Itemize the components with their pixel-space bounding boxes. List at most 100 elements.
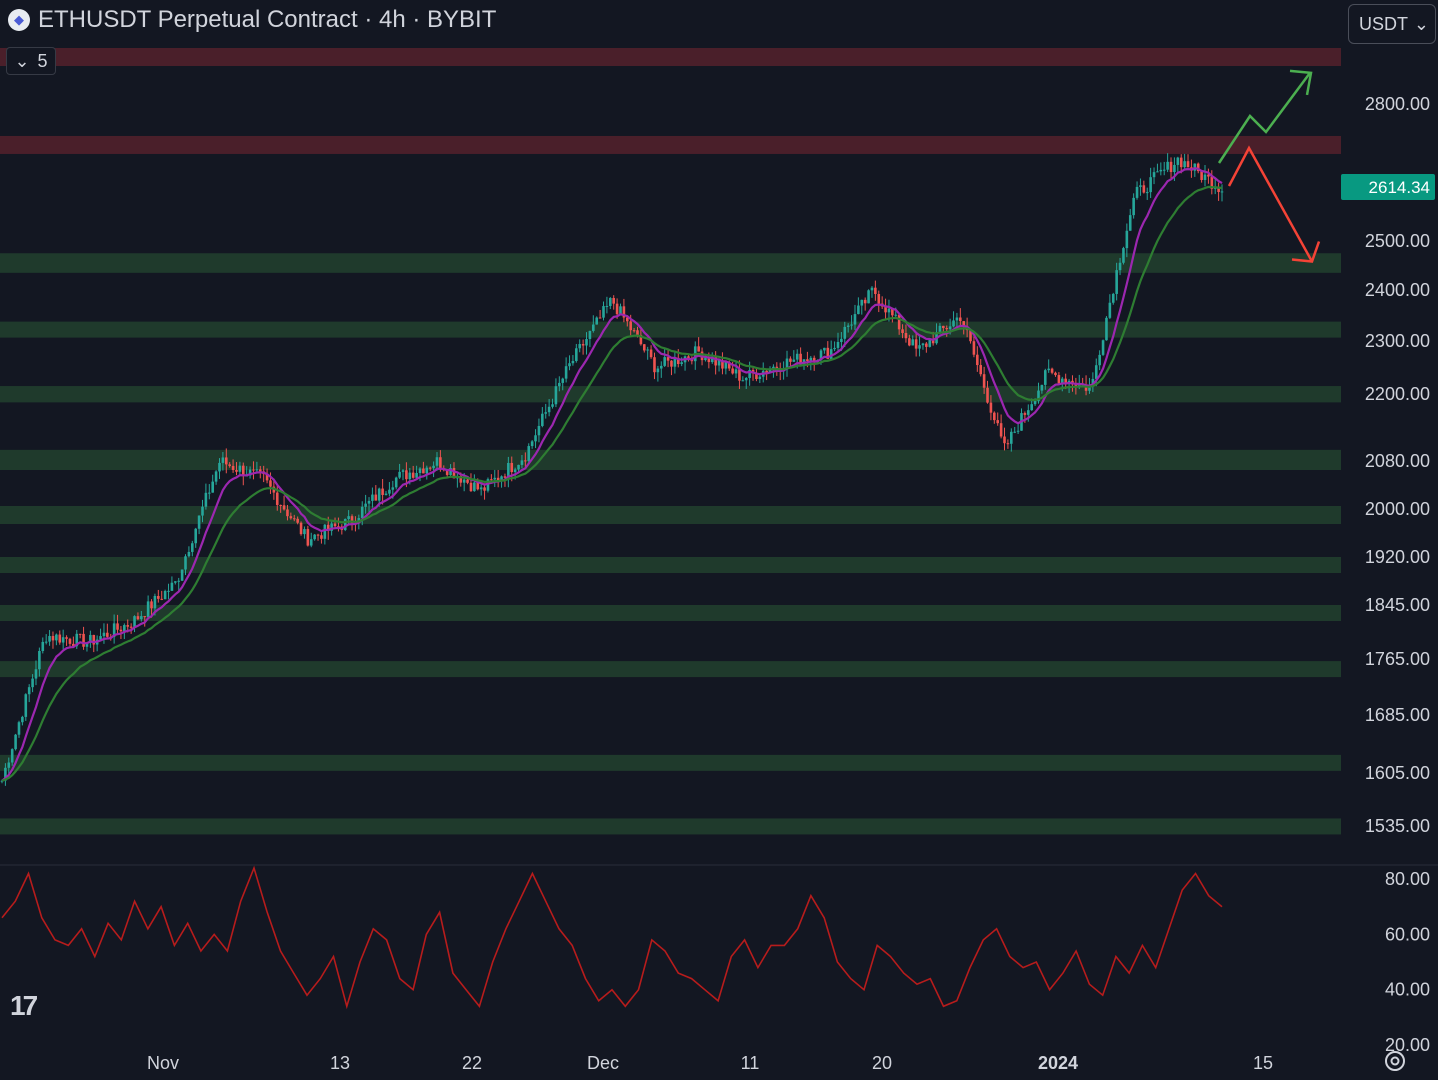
- candles-layer: [0, 153, 1224, 786]
- candle-body: [789, 358, 792, 362]
- candle-body: [367, 500, 371, 504]
- candle-body: [836, 341, 840, 348]
- candle-body: [44, 641, 48, 643]
- candle-body: [116, 623, 119, 630]
- candle-body: [612, 297, 615, 304]
- candle-body: [1105, 317, 1108, 341]
- time-axis[interactable]: Nov 13 22 Dec 11 20 2024 15: [147, 1053, 1273, 1073]
- candle-body: [1210, 176, 1214, 189]
- candle-body: [795, 353, 799, 360]
- candle-body: [857, 305, 860, 315]
- candle-body: [428, 467, 432, 469]
- candle-body: [1060, 378, 1064, 384]
- gear-icon[interactable]: [1382, 1048, 1408, 1074]
- candle-body: [945, 328, 949, 330]
- price-tick-label: 1535.00: [1365, 816, 1430, 836]
- candle-body: [744, 377, 748, 381]
- candle-body: [959, 317, 962, 322]
- candle-body: [306, 529, 310, 546]
- indicator-collapse-button[interactable]: ⌄ 5: [6, 47, 56, 75]
- chart-header: ◆ ETHUSDT Perpetual Contract · 4h · BYBI…: [8, 6, 496, 34]
- candle-body: [333, 523, 337, 527]
- candle-body: [507, 462, 510, 478]
- candle-body: [330, 523, 333, 531]
- time-tick-label: 2024: [1038, 1053, 1078, 1073]
- candle-body: [819, 350, 823, 360]
- candle-body: [1054, 372, 1057, 376]
- candle-body: [840, 338, 843, 342]
- candle-body: [534, 435, 537, 442]
- time-tick-label: 13: [330, 1053, 350, 1073]
- candle-body: [422, 468, 425, 474]
- currency-unit-select[interactable]: USDT ⌄: [1348, 4, 1436, 44]
- candle-body: [1173, 164, 1176, 173]
- support-zone: [0, 386, 1341, 403]
- candle-body: [1057, 375, 1061, 384]
- candle-body: [710, 357, 714, 363]
- candle-body: [1064, 378, 1067, 385]
- candle-body: [252, 469, 255, 471]
- candle-body: [204, 492, 208, 507]
- candle-body: [180, 569, 184, 581]
- candle-body: [201, 506, 204, 516]
- price-axis[interactable]: 2800.00 2500.00 2400.00 2300.00 2200.00 2080.…: [1365, 94, 1430, 836]
- candle-body: [568, 363, 571, 367]
- candle-body: [1006, 443, 1010, 445]
- candle-body: [629, 321, 632, 331]
- candle-body: [1101, 340, 1105, 355]
- candle-body: [741, 380, 745, 382]
- candle-body: [483, 487, 486, 491]
- candle-body: [82, 633, 85, 647]
- candle-body: [160, 598, 164, 600]
- candle-body: [785, 358, 789, 370]
- candle-body: [75, 633, 79, 647]
- candle-body: [445, 470, 449, 475]
- candle-body: [197, 515, 201, 529]
- candle-body: [544, 412, 548, 414]
- candle-body: [666, 357, 670, 361]
- candle-body: [942, 325, 945, 329]
- candle-body: [891, 308, 894, 316]
- candle-body: [61, 637, 65, 643]
- candle-body: [588, 330, 592, 340]
- candle-body: [547, 406, 551, 413]
- price-tick-label: 2200.00: [1365, 384, 1430, 404]
- candle-body: [799, 353, 802, 365]
- candle-body: [659, 365, 663, 369]
- candle-body: [524, 460, 527, 462]
- candle-body: [904, 333, 908, 339]
- candle-body: [191, 543, 194, 552]
- price-tick-label: 1845.00: [1365, 595, 1430, 615]
- candle-body: [520, 460, 524, 465]
- candle-body: [765, 370, 768, 373]
- candle-body: [391, 487, 395, 490]
- candle-body: [653, 357, 656, 373]
- indicator-count: 5: [37, 50, 48, 71]
- zones-layer: [0, 48, 1341, 835]
- candle-body: [1016, 430, 1020, 432]
- candle-body: [377, 488, 381, 501]
- candle-body: [1186, 161, 1190, 168]
- candle-body: [150, 601, 153, 609]
- candle-body: [972, 341, 976, 355]
- candle-body: [884, 306, 887, 313]
- candle-body: [775, 366, 779, 369]
- candle-body: [7, 762, 11, 768]
- last-price-bg: [1341, 174, 1435, 200]
- price-tick-label: 2800.00: [1365, 94, 1430, 114]
- support-zone: [0, 605, 1341, 621]
- symbol-title[interactable]: ETHUSDT Perpetual Contract · 4h · BYBIT: [38, 6, 497, 33]
- candle-body: [157, 595, 160, 599]
- candle-body: [642, 344, 646, 351]
- candle-body: [374, 494, 378, 501]
- candle-body: [279, 504, 282, 506]
- candle-body: [1040, 384, 1044, 391]
- candle-body: [1037, 390, 1040, 401]
- candle-body: [578, 344, 582, 349]
- ema-slow-line: [1, 185, 1223, 782]
- support-zone: [0, 506, 1341, 524]
- candle-body: [758, 376, 762, 380]
- candle-body: [1010, 431, 1013, 444]
- candle-body: [398, 471, 401, 478]
